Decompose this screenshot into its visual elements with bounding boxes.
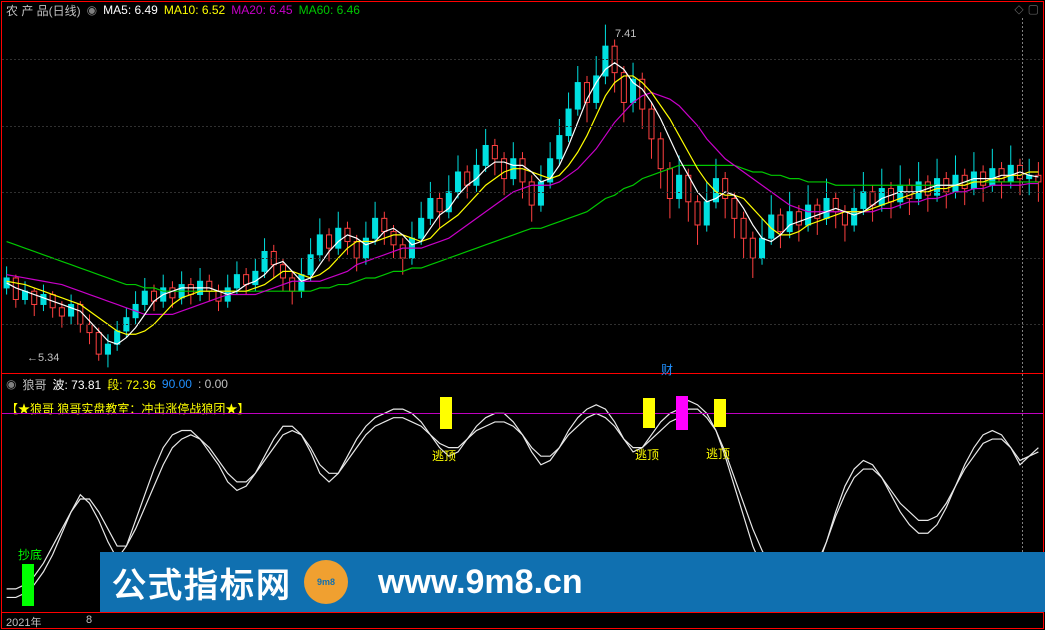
ma10-label: MA10: 6.52	[164, 3, 225, 17]
ma5-label: MA5: 6.49	[103, 3, 158, 17]
taoding-label: 逃顶	[635, 446, 659, 463]
gear-icon[interactable]: ◉	[6, 377, 16, 391]
chaodi-signal-bar	[22, 564, 34, 606]
price-high-label: 7.41	[615, 28, 636, 40]
time-axis: 2021年 8	[2, 612, 1043, 629]
month-label: 8	[86, 614, 92, 626]
banner-cn-text: 公式指标网	[112, 558, 292, 607]
taoding-label: 逃顶	[432, 447, 456, 464]
wave-value: 波: 73.81	[53, 376, 102, 393]
taoding-signal-bar	[643, 398, 655, 428]
price-header: 农 产 品(日线) ◉ MA5: 6.49 MA10: 6.52 MA20: 6…	[2, 2, 1043, 18]
teach-label: 【★狼哥 狼哥实盘教室：冲击涨停战狼团★】	[6, 400, 249, 417]
ma20-label: MA20: 6.45	[231, 3, 292, 17]
taoding-signal-bar	[440, 397, 452, 429]
indicator-hline-90	[2, 413, 1043, 414]
magenta-signal-bar	[676, 396, 688, 430]
year-label: 2021年	[6, 614, 41, 630]
banner-logo-icon: 9m8	[304, 560, 348, 604]
v90-value: 90.00	[162, 377, 192, 391]
price-low-label: 5.34	[38, 352, 59, 364]
zero-value: : 0.00	[198, 377, 228, 391]
taoding-signal-bar	[714, 399, 726, 427]
stock-title: 农 产 品(日线)	[6, 2, 81, 19]
low-arrow: ←	[27, 352, 38, 364]
seg-value: 段: 72.36	[107, 376, 156, 393]
grid-icon[interactable]: ◇	[1014, 2, 1023, 16]
ma60-label: MA60: 6.46	[299, 3, 360, 17]
banner-url-text: www.9m8.cn	[378, 563, 583, 602]
box-icon[interactable]: ▢	[1028, 2, 1039, 16]
price-chart[interactable]	[2, 18, 1043, 374]
gear-icon[interactable]: ◉	[87, 3, 97, 17]
watermark-banner: 公式指标网 9m8 www.9m8.cn	[100, 552, 1045, 612]
taoding-label: 逃顶	[706, 445, 730, 462]
indicator-name: 狼哥	[22, 376, 46, 393]
chaodi-label: 抄底	[18, 546, 42, 563]
price-svg	[2, 18, 1043, 374]
top-right-controls: ◇ ▢	[1014, 2, 1039, 16]
indicator-header: ◉ 狼哥 波: 73.81 段: 72.36 90.00 : 0.00	[2, 376, 1043, 392]
